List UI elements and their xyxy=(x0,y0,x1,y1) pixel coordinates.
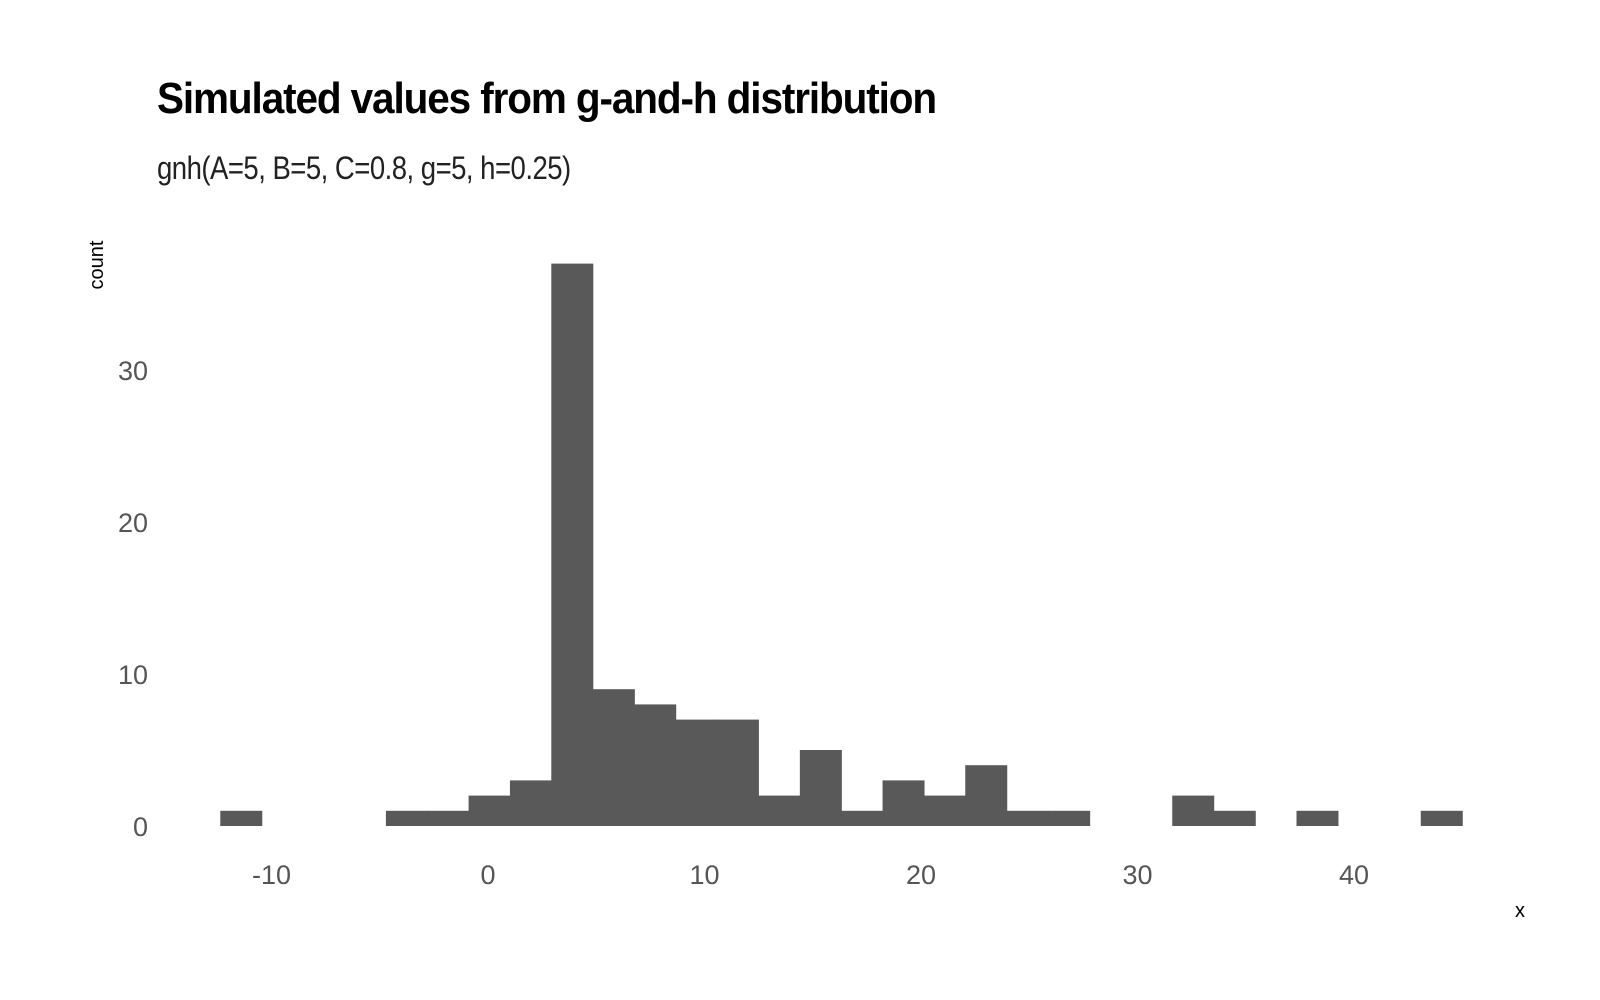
histogram-bar xyxy=(592,689,635,826)
histogram-bar xyxy=(509,780,552,826)
histogram-bar xyxy=(468,795,511,826)
histogram-bar xyxy=(1172,795,1215,826)
histogram-bar xyxy=(385,810,428,826)
histogram-bar xyxy=(716,719,759,826)
histogram-bar xyxy=(965,765,1008,826)
histogram-bar xyxy=(220,810,263,826)
histogram-bar xyxy=(1006,810,1049,826)
histogram-bar xyxy=(1213,810,1256,826)
histogram-bar xyxy=(923,795,966,826)
y-tick-label: 30 xyxy=(118,356,148,386)
y-axis-title: count xyxy=(86,240,108,289)
y-tick-label: 20 xyxy=(118,508,148,538)
y-axis-ticks: 0 10 20 30 xyxy=(118,356,148,842)
x-tick-label: -10 xyxy=(252,860,291,890)
histogram-bar xyxy=(799,750,842,826)
chart-subtitle: gnh(A=5, B=5, C=0.8, g=5, h=0.25) xyxy=(157,150,571,186)
histogram-bar xyxy=(758,795,801,826)
x-tick-label: 10 xyxy=(689,860,719,890)
x-axis-ticks: -10 0 10 20 30 40 xyxy=(252,860,1369,890)
histogram-bar xyxy=(841,810,884,826)
histogram-bar xyxy=(634,704,677,826)
y-tick-label: 10 xyxy=(118,660,148,690)
histogram-bar xyxy=(1420,810,1463,826)
y-tick-label: 0 xyxy=(133,812,148,842)
chart-title: Simulated values from g-and-h distributi… xyxy=(157,74,937,123)
x-axis-title: x xyxy=(1515,900,1525,922)
x-tick-label: 30 xyxy=(1122,860,1152,890)
x-tick-label: 0 xyxy=(480,860,495,890)
histogram-bar xyxy=(882,780,925,826)
histogram-bar xyxy=(1296,810,1339,826)
histogram-bar xyxy=(551,263,594,827)
histogram-bar xyxy=(1048,810,1091,826)
x-tick-label: 20 xyxy=(906,860,936,890)
histogram-bar xyxy=(427,810,470,826)
histogram-bar xyxy=(675,719,718,826)
x-tick-label: 40 xyxy=(1339,860,1369,890)
histogram-bars xyxy=(220,263,1463,827)
